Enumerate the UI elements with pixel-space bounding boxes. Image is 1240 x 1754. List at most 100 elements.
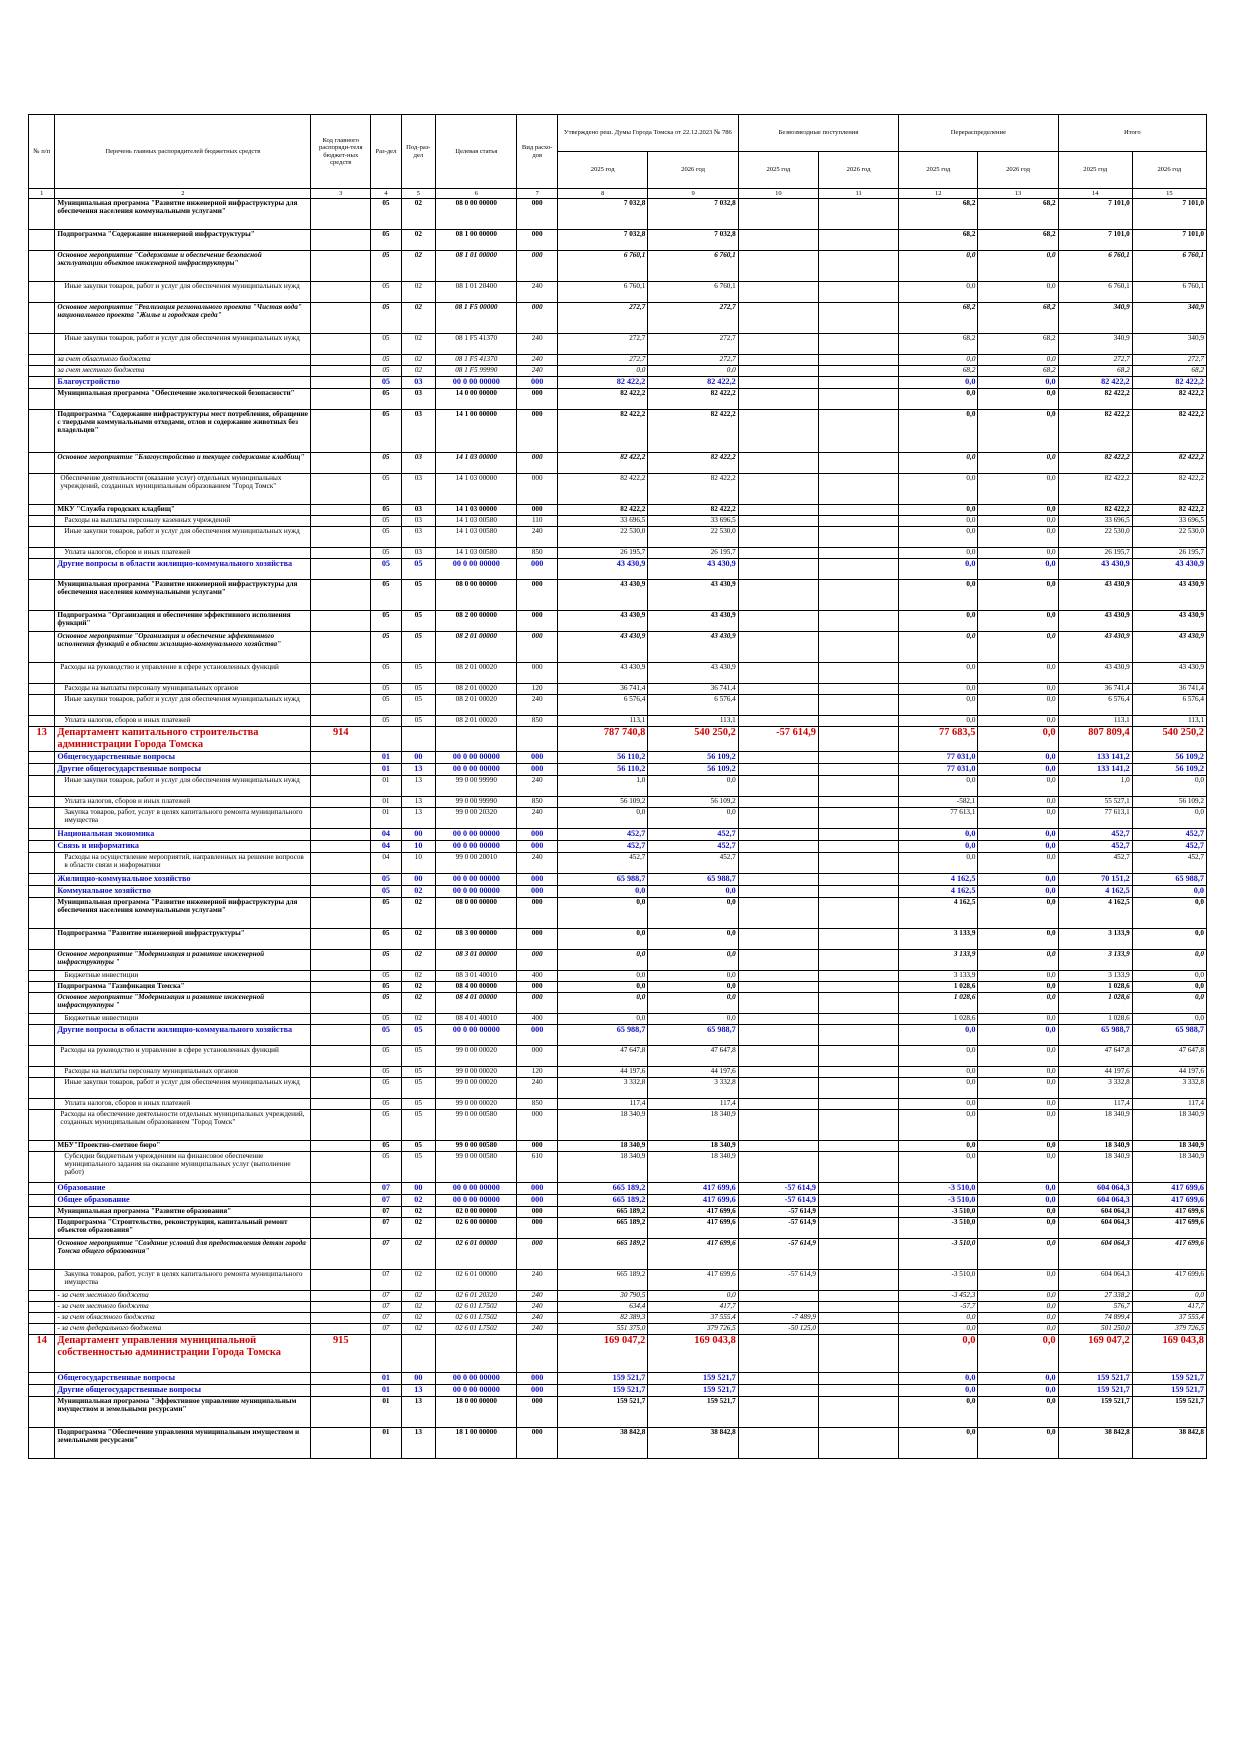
row-subsection [400, 726, 437, 752]
row-total-2025: 117,4 [1057, 1098, 1133, 1110]
row-target: 02 6 01 00000 [435, 1238, 518, 1270]
row-target: 08 2 01 00020 [435, 683, 518, 695]
row-approved-2026: 417 699,6 [647, 1269, 739, 1291]
row-grants-2026 [817, 796, 900, 808]
row-redistribution-2026: 0,0 [977, 1013, 1059, 1025]
row-expense-type: 000 [516, 828, 558, 841]
row-redistribution-2025: 3 133,9 [898, 949, 979, 971]
row-number [27, 354, 56, 366]
row-name: Основное мероприятие "Содержание и обесп… [54, 250, 312, 282]
table-row: Расходы на осуществление мероприятий, на… [27, 852, 1208, 874]
row-total-2025: 55 527,1 [1057, 796, 1133, 808]
row-redistribution-2026: 0,0 [977, 1098, 1059, 1110]
row-name: Иные закупки товаров, работ и услуг для … [54, 333, 312, 355]
table-row: Подпрограмма "Развитие инженерной инфрас… [27, 928, 1208, 950]
table-row: Иные закупки товаров, работ и услуг для … [27, 526, 1208, 548]
row-redistribution-2025: 4 162,5 [898, 885, 979, 898]
row-total-2026: 340,9 [1131, 333, 1208, 355]
row-grants-2025 [737, 388, 819, 410]
row-approved-2025: 82 389,3 [556, 1312, 649, 1324]
row-grants-2026 [817, 473, 900, 505]
row-redistribution-2025: 0,0 [898, 1312, 979, 1324]
row-approved-2025: 0,0 [556, 885, 649, 898]
row-target: 99 0 00 99990 [435, 796, 518, 808]
row-approved-2026: 417 699,6 [647, 1206, 739, 1218]
row-section: 07 [370, 1323, 402, 1335]
row-redistribution-2026: 0,0 [977, 751, 1059, 764]
row-number [27, 885, 56, 898]
row-approved-2025: 43 430,9 [556, 579, 649, 611]
row-target: 00 0 00 00000 [435, 1024, 518, 1046]
row-section: 07 [370, 1269, 402, 1291]
row-total-2025: 33 696,5 [1057, 515, 1133, 527]
row-redistribution-2026: 0,0 [977, 388, 1059, 410]
row-name: Закупка товаров, работ, услуг в целях ка… [54, 807, 312, 829]
row-target: 14 1 03 00000 [435, 452, 518, 474]
row-name: Уплата налогов, сборов и иных платежей [54, 715, 312, 727]
row-approved-2026: 6 576,4 [647, 694, 739, 716]
row-total-2026: 26 195,7 [1131, 547, 1208, 559]
row-expense-type: 240 [516, 1077, 558, 1099]
row-number [27, 376, 56, 389]
row-number [27, 558, 56, 580]
row-subsection: 10 [400, 852, 437, 874]
row-name: Национальная экономика [54, 828, 312, 841]
row-total-2026: 18 340,9 [1131, 1151, 1208, 1183]
row-approved-2026: 6 760,1 [647, 281, 739, 303]
row-subsection: 02 [400, 885, 437, 898]
row-approved-2026: 82 422,2 [647, 409, 739, 453]
row-approved-2026: 7 032,8 [647, 229, 739, 251]
row-code [310, 515, 372, 527]
row-grants-2025 [737, 515, 819, 527]
row-grants-2025 [737, 333, 819, 355]
row-subsection: 02 [400, 281, 437, 303]
row-expense-type: 000 [516, 840, 558, 853]
row-grants-2025 [737, 683, 819, 695]
row-name: Подпрограмма "Обеспечение управления мун… [54, 1427, 312, 1459]
row-number [27, 515, 56, 527]
row-redistribution-2026: 0,0 [977, 1206, 1059, 1218]
row-grants-2025: -50 125,0 [737, 1323, 819, 1335]
row-approved-2026: 7 032,8 [647, 198, 739, 230]
row-code [310, 579, 372, 611]
column-number: 12 [898, 188, 979, 199]
table-row: Подпрограмма "Содержание инженерной инфр… [27, 229, 1208, 251]
row-grants-2025 [737, 992, 819, 1014]
row-expense-type: 000 [516, 1427, 558, 1459]
row-subsection: 13 [400, 763, 437, 776]
table-row: Иные закупки товаров, работ и услуг для … [27, 333, 1208, 355]
row-expense-type: 000 [516, 1396, 558, 1428]
row-expense-type: 240 [516, 694, 558, 716]
table-row: Иные закупки товаров, работ и услуг для … [27, 775, 1208, 797]
row-redistribution-2026: 0,0 [977, 662, 1059, 684]
row-section: 07 [370, 1217, 402, 1239]
row-expense-type: 000 [516, 610, 558, 632]
row-grants-2026 [817, 365, 900, 377]
row-grants-2025 [737, 376, 819, 389]
row-total-2025: 340,9 [1057, 302, 1133, 334]
row-section: 05 [370, 1077, 402, 1099]
row-approved-2026: 65 988,7 [647, 873, 739, 886]
row-target: 08 3 01 00000 [435, 949, 518, 971]
row-number [27, 1194, 56, 1207]
row-redistribution-2025: 0,0 [898, 828, 979, 841]
row-total-2026: 379 726,5 [1131, 1323, 1208, 1335]
row-total-2025: 6 760,1 [1057, 281, 1133, 303]
row-total-2026: 18 340,9 [1131, 1109, 1208, 1141]
row-total-2025: 576,7 [1057, 1301, 1133, 1313]
row-redistribution-2025: -3 510,0 [898, 1206, 979, 1218]
row-expense-type: 240 [516, 1312, 558, 1324]
row-expense-type: 000 [516, 992, 558, 1014]
column-number: 13 [977, 188, 1059, 199]
row-code [310, 1109, 372, 1141]
row-section: 05 [370, 376, 402, 389]
row-approved-2026: 417 699,6 [647, 1182, 739, 1195]
row-approved-2026: 0,0 [647, 1290, 739, 1302]
row-code [310, 1182, 372, 1195]
table-row: Расходы на обеспечение деятельности отде… [27, 1109, 1208, 1141]
row-name: Расходы на выплаты персоналу муниципальн… [54, 683, 312, 695]
row-subsection: 03 [400, 547, 437, 559]
table-row: Основное мероприятие "Содержание и обесп… [27, 250, 1208, 282]
row-approved-2026: 159 521,7 [647, 1396, 739, 1428]
row-target: 00 0 00 00000 [435, 1194, 518, 1207]
